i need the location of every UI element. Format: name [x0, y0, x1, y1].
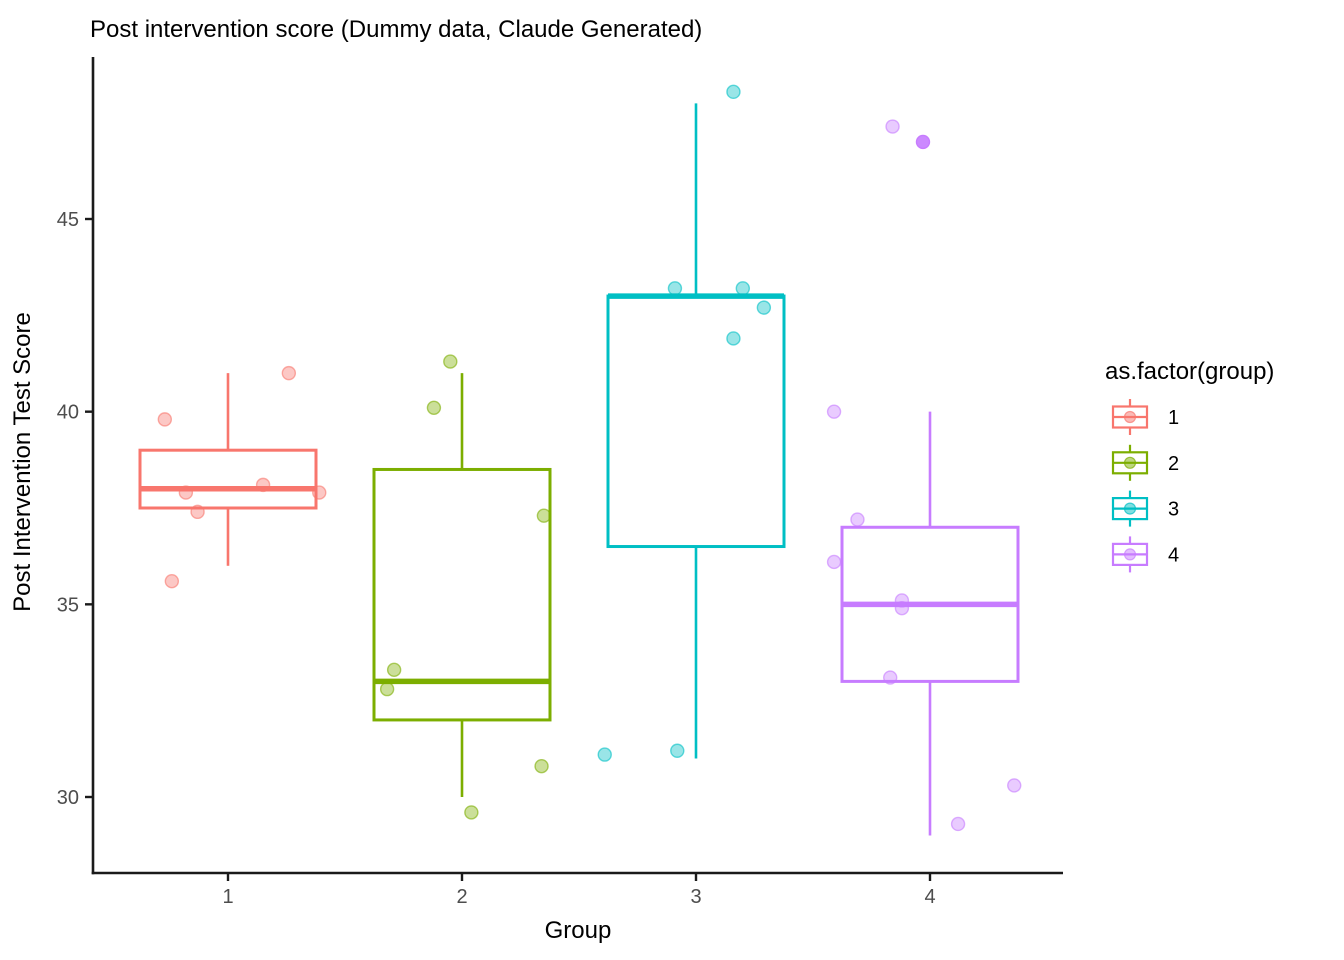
legend-label: 3 [1168, 499, 1179, 521]
legend-entry-3: 3 [1111, 490, 1179, 527]
data-point-group-2 [386, 662, 402, 678]
legend-label: 4 [1168, 544, 1179, 566]
legend-key-point [1123, 502, 1137, 515]
legend-title: as.factor(group) [1105, 358, 1274, 385]
axes: 30 35 40 45 1 2 3 4 [57, 57, 1063, 908]
y-axis-title: Post Intervention Test Score [9, 312, 36, 612]
boxplots [138, 103, 1020, 836]
box-group-3 [606, 294, 786, 549]
chart-title: Post intervention score (Dummy data, Cla… [90, 16, 702, 43]
data-point-group-4 [894, 593, 910, 608]
data-point-group-2 [534, 758, 549, 774]
legend-key-point [1123, 410, 1137, 424]
data-point-group-4 [950, 816, 966, 832]
data-point-group-3 [597, 747, 612, 762]
data-point-group-4 [850, 512, 865, 527]
data-point-group-3 [667, 281, 683, 296]
x-tick-label: 1 [222, 886, 233, 908]
data-point-group-4 [826, 554, 842, 570]
y-tick-label: 35 [57, 594, 79, 616]
legend-entry-4: 4 [1111, 536, 1179, 573]
data-point-group-3 [726, 331, 741, 346]
x-tick-label: 3 [690, 886, 701, 908]
legend-label: 1 [1168, 407, 1179, 429]
box-group-1 [138, 448, 318, 510]
data-point-group-2 [536, 508, 552, 523]
data-point-group-3 [726, 84, 741, 100]
y-tick-label: 45 [57, 209, 79, 231]
data-point-group-2 [443, 354, 458, 369]
data-point-group-4 [1007, 778, 1022, 793]
legend-entry-2: 2 [1111, 444, 1179, 481]
data-point-group-1 [255, 477, 271, 493]
y-tick-label: 30 [57, 787, 79, 809]
data-point-group-3 [670, 743, 685, 758]
data-point-group-2 [379, 681, 395, 697]
x-tick-label: 4 [924, 886, 935, 908]
legend: 1 2 3 4 [1111, 399, 1179, 573]
data-point-group-4 [826, 404, 842, 419]
data-point-group-3 [756, 300, 772, 315]
data-point-group-2 [426, 400, 442, 416]
legend-key-point [1123, 548, 1137, 561]
x-tick-label: 2 [456, 886, 467, 908]
data-point-group-2 [464, 805, 479, 820]
data-point-group-1 [190, 504, 205, 520]
data-point-group-1 [164, 574, 180, 589]
legend-entry-1: 1 [1111, 399, 1179, 435]
data-point-group-3 [735, 281, 750, 296]
data-point-group-4 [885, 119, 900, 134]
data-point-group-4 [894, 600, 910, 616]
data-point-group-1 [312, 485, 327, 500]
data-point-group-1 [281, 365, 297, 381]
data-point-group-4 [883, 670, 898, 685]
legend-key-point [1123, 456, 1137, 469]
box-group-2 [372, 467, 552, 722]
data-point-group-4 [915, 134, 931, 150]
data-point-group-1 [157, 412, 173, 427]
legend-label: 2 [1168, 453, 1179, 475]
data-point-group-1 [178, 485, 194, 500]
jitter-points [157, 84, 1022, 832]
x-axis-title: Group [545, 917, 612, 944]
y-tick-label: 40 [57, 402, 79, 424]
